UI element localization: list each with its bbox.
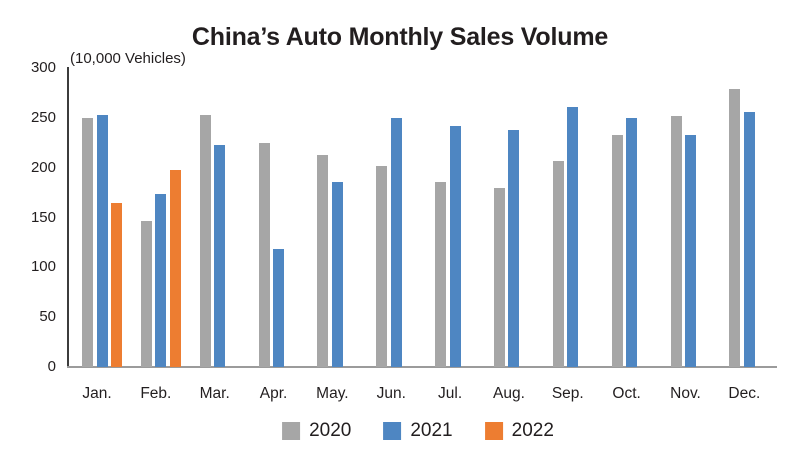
bar-2021-may	[331, 181, 343, 367]
y-tick-0: 0	[47, 358, 56, 375]
y-tick-50: 50	[39, 308, 56, 326]
bar-2021-sep	[567, 106, 579, 367]
y-tick-100: 100	[30, 258, 56, 276]
legend-label-2021: 2021	[410, 420, 453, 441]
x-label-may: May.	[316, 385, 349, 402]
x-label-aug: Aug.	[492, 385, 525, 402]
bar-2022-feb	[169, 169, 181, 367]
bar-2020-feb	[140, 221, 152, 367]
x-label-jan: Jan.	[82, 385, 112, 402]
x-axis-line	[67, 366, 777, 368]
chart-title: China’s Auto Monthly Sales Volume	[191, 23, 609, 51]
legend-swatch-2020	[282, 422, 301, 440]
x-label-dec: Dec.	[728, 385, 761, 402]
bar-2021-oct	[626, 117, 638, 367]
x-label-apr: Apr.	[259, 385, 288, 402]
x-label-nov: Nov.	[670, 385, 701, 402]
bar-2021-apr	[273, 249, 285, 367]
bar-2020-mar	[199, 114, 211, 367]
bar-2020-apr	[258, 142, 270, 367]
bar-2020-nov	[670, 115, 682, 367]
y-tick-300: 300	[30, 59, 56, 76]
legend-swatch-2022	[484, 422, 503, 440]
x-label-mar: Mar.	[199, 385, 230, 402]
bar-2021-jun	[390, 117, 402, 367]
legend-label-2020: 2020	[309, 420, 352, 441]
bar-2021-nov	[685, 134, 696, 367]
x-label-sep: Sep.	[551, 385, 584, 402]
x-label-jul: Jul.	[438, 385, 463, 402]
legend-label-2022: 2022	[511, 420, 554, 441]
x-label-jun: Jun.	[376, 385, 406, 402]
bar-2020-jan	[82, 117, 93, 367]
legend-item-2022: 2022	[484, 420, 554, 442]
legend-item-2020: 2020	[282, 420, 351, 442]
x-label-feb: Feb.	[140, 385, 172, 402]
bar-2022-jan	[111, 202, 122, 367]
bar-2020-dec	[729, 88, 741, 367]
y-tick-200: 200	[30, 158, 56, 176]
bar-2020-jul	[435, 181, 447, 367]
bar-2020-jun	[376, 165, 388, 367]
y-tick-150: 150	[30, 208, 56, 226]
bar-2021-feb	[155, 193, 167, 367]
bar-2021-dec	[743, 111, 755, 367]
legend-item-2021: 2021	[383, 420, 453, 442]
bar-2020-sep	[552, 160, 564, 367]
bar-2021-jan	[96, 114, 108, 367]
x-label-oct: Oct.	[612, 385, 641, 402]
bar-2021-aug	[508, 129, 520, 367]
y-axis-line	[67, 67, 69, 368]
bar-2020-oct	[611, 134, 623, 367]
bar-2021-mar	[214, 144, 226, 367]
y-axis-unit-label: (10,000 Vehicles)	[70, 50, 186, 67]
y-tick-250: 250	[30, 108, 56, 126]
legend: 2020 2021 2022	[282, 420, 554, 442]
bar-2020-may	[317, 154, 329, 367]
bar-2021-jul	[449, 125, 461, 367]
bar-2020-aug	[493, 187, 505, 367]
legend-swatch-2021	[383, 422, 402, 440]
